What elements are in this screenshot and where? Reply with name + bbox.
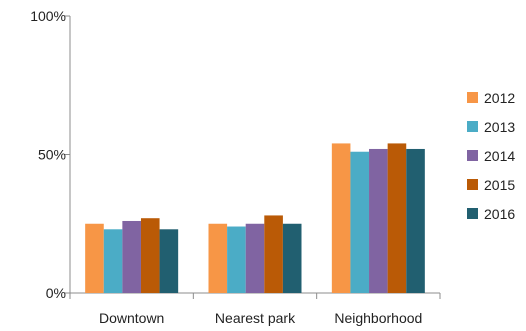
bar-2012-nearest-park <box>208 223 228 293</box>
legend-swatch <box>467 121 478 132</box>
y-tick-label: 50% <box>38 147 66 163</box>
legend-label: 2013 <box>484 119 515 135</box>
bar-2016-neighborhood <box>406 148 425 293</box>
legend-swatch <box>467 179 478 190</box>
chart-legend: 2012 2013 2014 2015 2016 <box>467 90 515 222</box>
bar-2016-nearest-park <box>282 223 302 293</box>
bar-2015-nearest-park <box>264 215 283 293</box>
legend-swatch <box>467 208 478 219</box>
legend-label: 2015 <box>484 177 515 193</box>
y-tick-label: 100% <box>30 8 66 24</box>
bar-2013-neighborhood <box>350 151 370 293</box>
bar-2013-downtown <box>103 229 123 293</box>
legend-label: 2016 <box>484 206 515 222</box>
bar-2016-downtown <box>159 229 179 293</box>
legend-label: 2012 <box>484 90 515 106</box>
bar-2014-downtown <box>122 220 141 293</box>
bar-2014-nearest-park <box>245 223 265 293</box>
bar-2014-neighborhood <box>369 148 388 293</box>
bar-2012-neighborhood <box>331 143 351 293</box>
legend-swatch <box>467 92 478 103</box>
x-category-label: Neighborhood <box>334 310 422 326</box>
bar-2012-downtown <box>85 223 104 293</box>
legend-label: 2014 <box>484 148 515 164</box>
y-tick-label: 0% <box>46 285 66 301</box>
bar-2015-downtown <box>140 218 160 293</box>
chart-labels: 0% 50% 100% Downtown Nearest park Neighborhoo… <box>30 8 422 326</box>
bar-2015-neighborhood <box>387 143 407 293</box>
legend-swatch <box>467 150 478 161</box>
bar-2013-nearest-park <box>227 226 246 293</box>
x-category-label: Downtown <box>99 310 164 326</box>
x-category-label: Nearest park <box>215 310 296 326</box>
chart-bars <box>85 143 425 293</box>
